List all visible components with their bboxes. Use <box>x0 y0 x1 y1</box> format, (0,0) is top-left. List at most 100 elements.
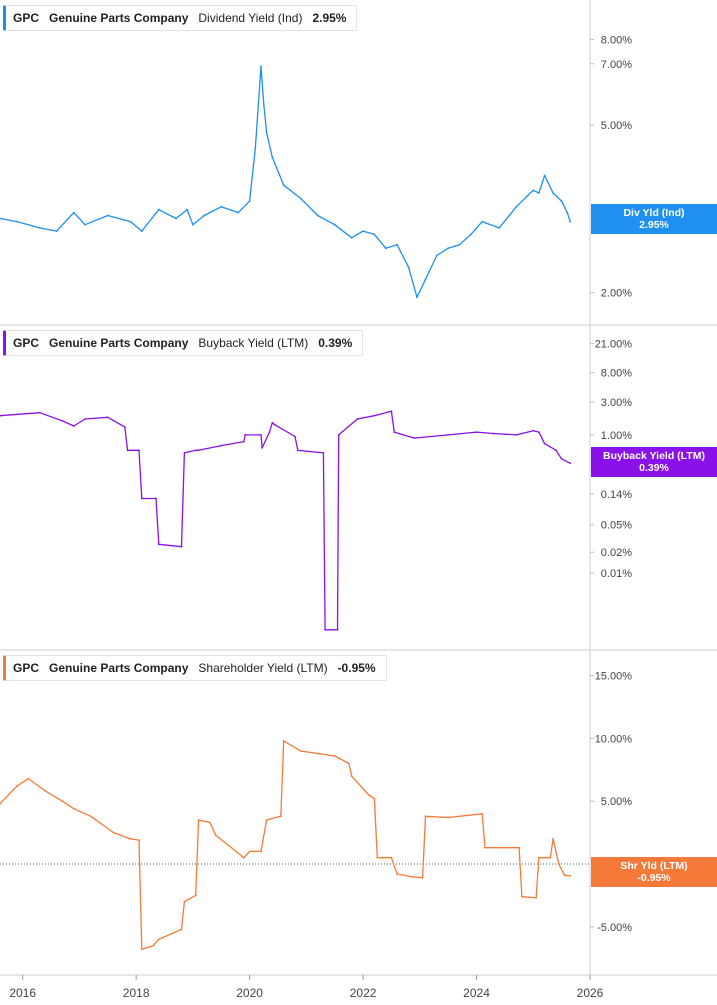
data-point <box>532 429 535 432</box>
data-point <box>260 434 262 436</box>
data-point <box>89 815 92 818</box>
data-point <box>538 192 540 194</box>
data-point <box>260 65 262 68</box>
y-tick-label: 5.00% <box>601 796 632 808</box>
data-point <box>84 223 86 226</box>
data-point <box>356 418 359 420</box>
data-point <box>396 873 398 875</box>
data-point <box>447 434 450 436</box>
data-point <box>424 278 427 281</box>
data-point <box>396 243 398 246</box>
company-label: Genuine Parts Company <box>49 336 189 350</box>
y-tick-label: 0.02% <box>601 547 632 559</box>
data-point <box>367 794 370 796</box>
x-tick-label: 2022 <box>350 986 377 1000</box>
data-point <box>416 296 418 299</box>
data-point <box>140 497 143 500</box>
metric-label: Buyback Yield (LTM) <box>198 336 309 350</box>
data-point <box>157 543 160 546</box>
data-point <box>243 856 245 859</box>
metric-label: Shareholder Yield (LTM) <box>198 661 328 675</box>
data-point <box>175 217 177 220</box>
data-point <box>220 444 223 447</box>
flag-series-name: Shr Yld (LTM) <box>620 860 688 872</box>
data-point <box>84 418 86 420</box>
shareholder-yield-legend: GPC Genuine Parts Company Shareholder Yi… <box>3 655 387 681</box>
data-point <box>560 458 563 460</box>
y-tick-label: 3.00% <box>601 397 632 409</box>
data-point <box>129 220 132 223</box>
data-point <box>521 895 523 898</box>
data-point <box>138 449 140 452</box>
company-label: Genuine Parts Company <box>49 11 189 25</box>
current-value-label: 0.39% <box>318 336 353 350</box>
y-tick-label: 15.00% <box>595 671 633 683</box>
data-point <box>518 846 520 849</box>
data-point <box>16 220 18 223</box>
data-point <box>254 147 257 150</box>
data-point <box>336 628 339 631</box>
data-point <box>243 440 245 443</box>
data-point <box>106 416 109 419</box>
data-point <box>515 434 518 436</box>
y-tick-label: 21.00% <box>595 339 633 351</box>
data-point <box>157 938 160 941</box>
data-point <box>563 874 566 877</box>
data-point <box>248 200 251 203</box>
buyback-yield-flag: Buyback Yield (LTM) 0.39% <box>591 447 717 477</box>
data-point <box>38 227 41 229</box>
data-point <box>180 928 183 931</box>
x-tick-label: 2016 <box>9 986 36 1000</box>
data-point <box>504 846 506 849</box>
data-point <box>27 777 30 780</box>
data-point <box>260 850 262 853</box>
data-point <box>470 233 472 236</box>
y-tick-label: 5.00% <box>601 120 632 132</box>
flag-series-value: -0.95% <box>637 872 671 884</box>
data-point <box>373 233 376 236</box>
data-point <box>0 414 1 417</box>
y-tick-label: -5.00% <box>597 922 632 934</box>
data-point <box>538 431 540 433</box>
data-point <box>538 856 540 859</box>
current-value-label: -0.95% <box>337 661 376 675</box>
data-point <box>265 131 268 134</box>
data-point <box>197 449 200 452</box>
data-point <box>282 740 285 742</box>
data-point <box>316 752 319 755</box>
data-point <box>194 449 197 452</box>
y-tick-label: 2.00% <box>601 288 632 300</box>
ticker-label: GPC <box>13 336 40 350</box>
data-point <box>410 875 413 878</box>
data-point <box>526 194 529 197</box>
y-tick-label: 8.00% <box>601 368 632 380</box>
data-point <box>106 214 109 217</box>
data-point <box>322 452 325 454</box>
data-point <box>183 452 186 454</box>
data-point <box>261 447 263 449</box>
data-point <box>543 442 546 445</box>
data-point <box>44 790 47 792</box>
data-point <box>424 815 427 818</box>
data-point <box>316 214 319 217</box>
data-point <box>543 174 546 177</box>
data-point <box>72 425 75 427</box>
data-point <box>271 156 274 159</box>
data-point <box>376 856 379 859</box>
data-point <box>197 819 200 821</box>
data-point <box>552 838 554 840</box>
x-tick-label: 2018 <box>123 986 150 1000</box>
data-point <box>413 437 415 439</box>
data-point <box>180 545 183 548</box>
data-point <box>157 208 160 211</box>
data-point <box>458 243 461 246</box>
data-point <box>279 815 282 818</box>
data-point <box>61 800 64 803</box>
flag-series-name: Div Yld (Ind) <box>623 207 685 219</box>
data-point <box>0 802 1 805</box>
data-point <box>569 875 571 877</box>
data-point <box>294 435 296 438</box>
y-tick-label: 0.01% <box>601 568 632 580</box>
